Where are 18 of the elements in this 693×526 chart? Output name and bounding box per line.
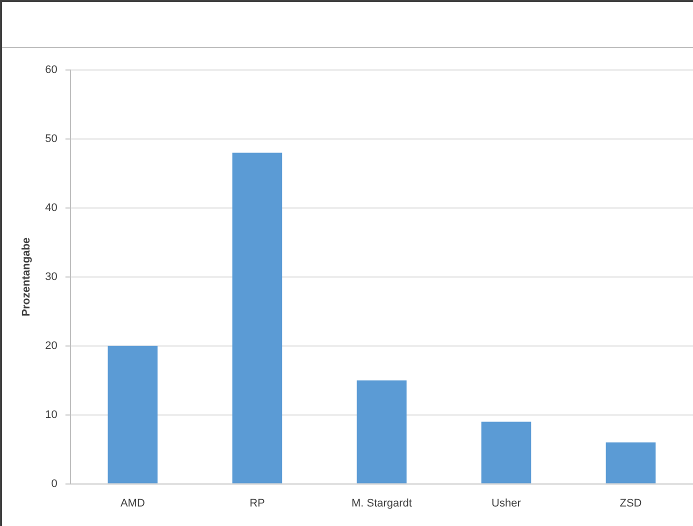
x-tick-label: M. Stargardt bbox=[351, 497, 412, 510]
bar bbox=[108, 346, 158, 484]
x-tick-label: ZSD bbox=[620, 497, 642, 510]
bar bbox=[606, 442, 656, 484]
y-axis-title: Prozentangabe bbox=[20, 237, 33, 316]
x-tick-label: Usher bbox=[492, 497, 522, 510]
x-tick-label: RP bbox=[250, 497, 265, 510]
y-tick-label: 50 bbox=[45, 133, 58, 145]
y-tick-label: 10 bbox=[45, 408, 58, 421]
bar bbox=[481, 422, 532, 484]
y-tick-label: 20 bbox=[45, 340, 58, 352]
bar bbox=[232, 152, 282, 484]
y-tick-label: 30 bbox=[45, 270, 58, 283]
y-tick-label: 0 bbox=[51, 478, 58, 490]
x-tick-label: AMD bbox=[120, 497, 145, 510]
y-tick-label: 60 bbox=[45, 64, 58, 76]
bar bbox=[356, 380, 407, 484]
y-tick-label: 40 bbox=[45, 202, 58, 214]
